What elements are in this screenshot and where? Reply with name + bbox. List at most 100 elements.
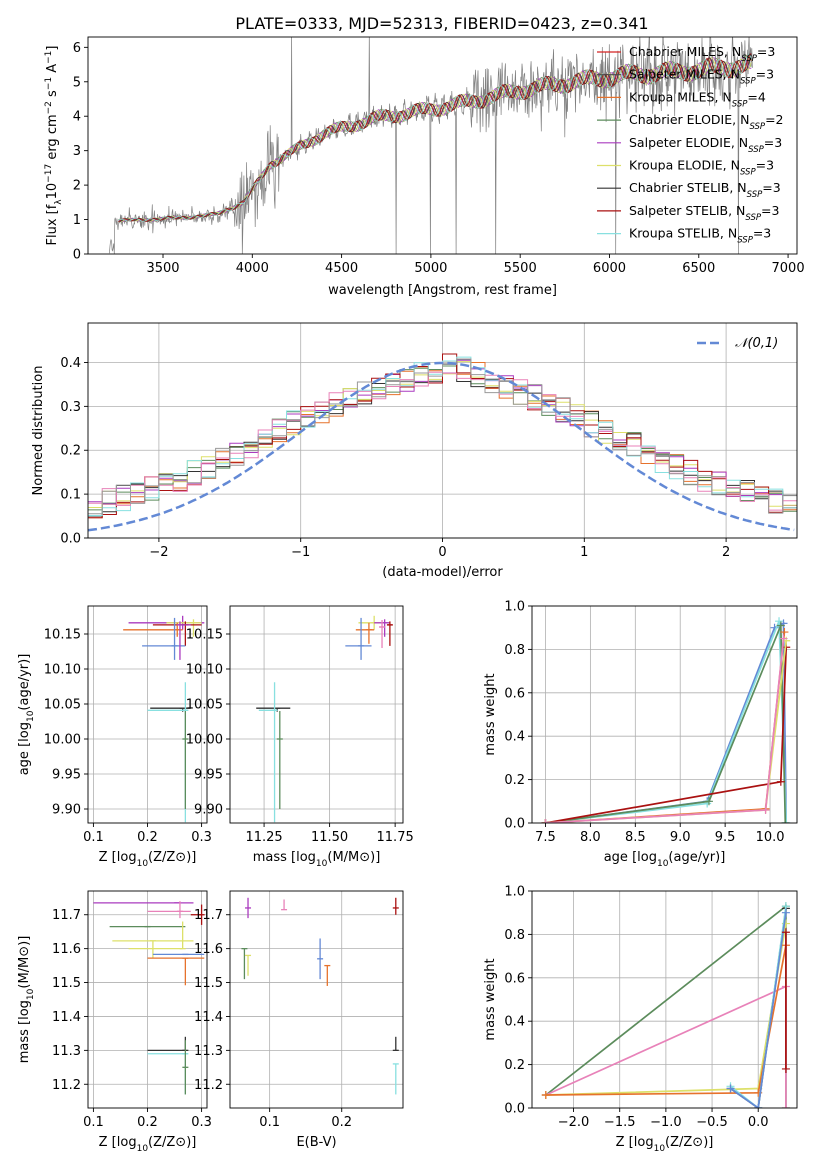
error-point [245,897,252,919]
weight-marker [704,797,713,806]
y-tick-label: 9.95 [194,768,223,783]
age-vs-metallicity-panel: 0.1 0.2 0.3 9.90 9.95 10.00 10.05 10.10 10.15 Z [… [17,605,212,869]
x-tick-label: 4500 [325,261,358,276]
y-tick-label: 10.10 [186,663,223,678]
mass-vs-ebv-panel: 0.1 0.2 11.2 11.3 11.4 11.5 11.6 11.7 E(B-V) [194,890,404,1150]
y-tick-label: 11.2 [52,1078,81,1093]
weight-series-1 [545,620,788,823]
legend-entry: Salpeter MILES, NSSP=3 [629,67,774,87]
x-tick-label: 6500 [682,261,715,276]
weight-series-6 [545,638,785,823]
error-point [355,622,375,644]
x-tick-label: 3500 [146,261,179,276]
y-axis-label: mass weight [483,673,498,755]
plot-area [256,615,393,823]
axes-frame [87,36,798,255]
y-tick-label: 11.2 [194,1078,223,1093]
y-tick-label: 10.10 [44,663,81,678]
error-point [392,1036,399,1052]
y-tick-label: 10.05 [186,698,223,713]
error-point [147,901,191,919]
y-tick-label: 0.4 [504,1015,525,1030]
weight-series-3 [545,647,788,823]
plot-area [241,897,399,1095]
x-tick-label: −2 [149,545,168,560]
error-point [166,619,202,637]
x-axis-label: (data-model)/error [382,565,503,580]
weight-marker [726,1084,735,1093]
error-point [345,617,372,660]
error-point [392,897,399,915]
weight-marker [776,777,785,786]
x-axis-label: E(B-V) [296,1135,336,1150]
plot-area [541,902,790,1108]
error-point [245,954,252,976]
x-tick-label: 8.0 [580,830,601,845]
x-tick-label: 0.2 [137,830,158,845]
y-tick-label: 11.5 [52,976,81,991]
y-axis-label: mass weight [483,958,498,1040]
error-point [182,711,189,809]
y-tick-label: 0.0 [504,1102,525,1117]
error-point [386,621,393,646]
mass-vs-metallicity-panel: 0.1 0.2 0.3 11.2 11.3 11.4 11.5 11.6 11.7 Z [log1… [17,890,212,1154]
model-legend: Chabrier MILES, NSSP=3 Salpeter MILES, NS… [597,44,784,246]
x-tick-label: 10.0 [756,830,785,845]
y-tick-label: 3 [73,144,81,159]
y-tick-label: 0.1 [60,488,81,503]
axes-frame [229,605,404,824]
y-tick-label: 5 [73,75,81,90]
y-tick-label: 11.5 [194,976,223,991]
error-point [142,617,186,660]
y-tick-label: 0 [73,248,81,263]
error-point [147,682,189,823]
weight-series-0 [545,622,788,823]
model-spectrum-8 [118,53,752,222]
y-tick-label: 1.0 [504,600,525,615]
weight-marker [541,1090,550,1099]
x-tick-label: 0.1 [83,830,104,845]
weight-vs-age-panel: 7.5 8.0 8.5 9.0 9.5 10.0 0.0 0.2 0.4 0.6 0.8 1.0 age… [483,600,798,869]
legend-entry: Chabrier STELIB, NSSP=3 [629,180,781,200]
weight-marker [782,819,791,823]
x-tick-label: 0.0 [748,1115,769,1130]
normal-curve [88,361,795,532]
x-tick-label: 9.0 [670,830,691,845]
axes-frame [229,890,404,1109]
x-tick-label: 7.5 [535,830,556,845]
y-axis-label: Flux [fλ10−17 erg cm−2 s−1 A−1] [44,46,64,246]
y-tick-label: 11.6 [194,942,223,957]
x-tick-label: 7000 [772,261,805,276]
x-tick-label: 11.25 [245,830,282,845]
y-tick-label: 0.0 [504,817,525,832]
spectrum-panel: 3500 4000 4500 5000 5500 6000 6500 7000 0 1 2 3 4 5 6F… [44,36,805,298]
y-tick-label: 9.90 [194,803,223,818]
error-point [379,620,386,648]
error-point [190,904,205,925]
weight-series-2 [545,625,787,823]
weight-marker [761,805,770,814]
x-tick-label: 0.3 [191,1115,212,1130]
model-spectrum-6 [118,55,752,223]
axes-frame [531,605,798,824]
y-tick-label: 1 [73,213,81,228]
y-tick-label: 10.05 [44,698,81,713]
x-tick-label: 1 [580,545,588,560]
error-point [241,947,248,980]
weight-marker [780,628,789,637]
age-vs-mass-panel: 11.25 11.50 11.75 9.90 9.95 10.00 10.05 10.10 10… [186,605,414,869]
x-tick-label: 5500 [504,261,537,276]
weight-marker [781,1104,790,1108]
y-tick-label: 0.8 [504,928,525,943]
y-axis-label: Normed distribution [31,366,46,496]
legend-entry: Kroupa STELIB, NSSP=3 [629,226,771,246]
weight-marker [754,1104,763,1108]
x-tick-label: 6000 [593,261,626,276]
y-tick-label: 10.15 [186,628,223,643]
error-point [147,957,205,986]
legend-entry: Kroupa ELODIE, NSSP=3 [629,158,774,178]
y-tick-label: 10.15 [44,628,81,643]
y-tick-label: 0.2 [504,773,525,788]
weight-marker [541,819,550,823]
residuals-panel: −2 −1 0 1 2 0.0 0.1 0.2 0.3 0.4 (data-model)/error… [31,322,798,580]
